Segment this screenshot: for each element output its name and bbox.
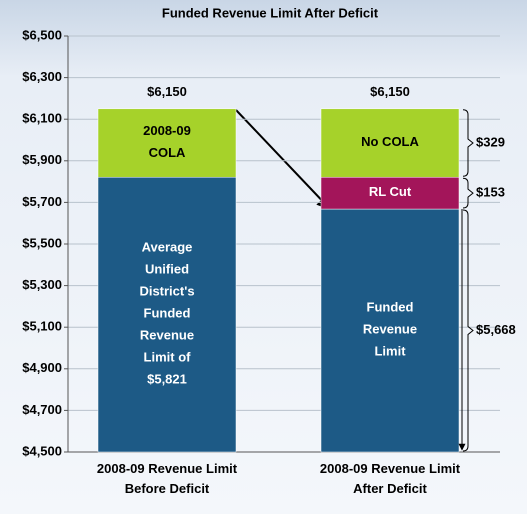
segment-label: No COLA [361, 134, 419, 149]
bar-segment [320, 176, 460, 210]
arrow [235, 109, 331, 211]
y-tick-label: $6,500 [22, 27, 62, 42]
y-tick-label: $5,300 [22, 277, 62, 292]
total-label: $6,150 [147, 84, 187, 99]
value-label: $153 [476, 185, 505, 200]
segment-label: Average Unified District's Funded Revenue Lim… [139, 240, 194, 387]
y-tick-label: $4,700 [22, 402, 62, 417]
y-tick-label: $5,100 [22, 319, 62, 334]
bracket [462, 177, 474, 209]
value-label: $5,668 [476, 322, 516, 337]
value-label: $329 [476, 134, 505, 149]
segment-label: RL Cut [369, 185, 412, 200]
x-tick-label: 2008-09 Revenue Limit Before Deficit [97, 461, 238, 496]
total-label: $6,150 [370, 84, 410, 99]
y-tick-label: $6,100 [22, 111, 62, 126]
bar-segment [320, 208, 460, 453]
y-tick-label: $6,300 [22, 69, 62, 84]
y-tick-label: $4,900 [22, 360, 62, 375]
y-tick-label: $4,500 [22, 443, 62, 458]
x-tick-label: 2008-09 Revenue Limit After Deficit [320, 461, 461, 496]
bracket [462, 209, 474, 452]
segment-label: 2008-09 COLA [143, 123, 191, 160]
segment-label: Funded Revenue Limit [363, 300, 417, 359]
bar-segment [320, 108, 460, 178]
bar-segment [97, 108, 237, 178]
bracket [462, 109, 474, 177]
bar-segment [97, 176, 237, 453]
y-tick-label: $5,500 [22, 235, 62, 250]
chart-title: Funded Revenue Limit After Deficit [162, 5, 379, 20]
y-tick-label: $5,900 [22, 152, 62, 167]
y-tick-label: $5,700 [22, 194, 62, 209]
